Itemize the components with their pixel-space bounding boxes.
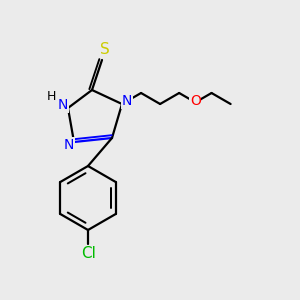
Text: N: N xyxy=(122,94,132,108)
Text: N: N xyxy=(64,138,74,152)
Text: Cl: Cl xyxy=(82,245,96,260)
Text: S: S xyxy=(100,43,110,58)
Text: H: H xyxy=(46,89,56,103)
Text: O: O xyxy=(190,94,201,108)
Text: N: N xyxy=(58,98,68,112)
